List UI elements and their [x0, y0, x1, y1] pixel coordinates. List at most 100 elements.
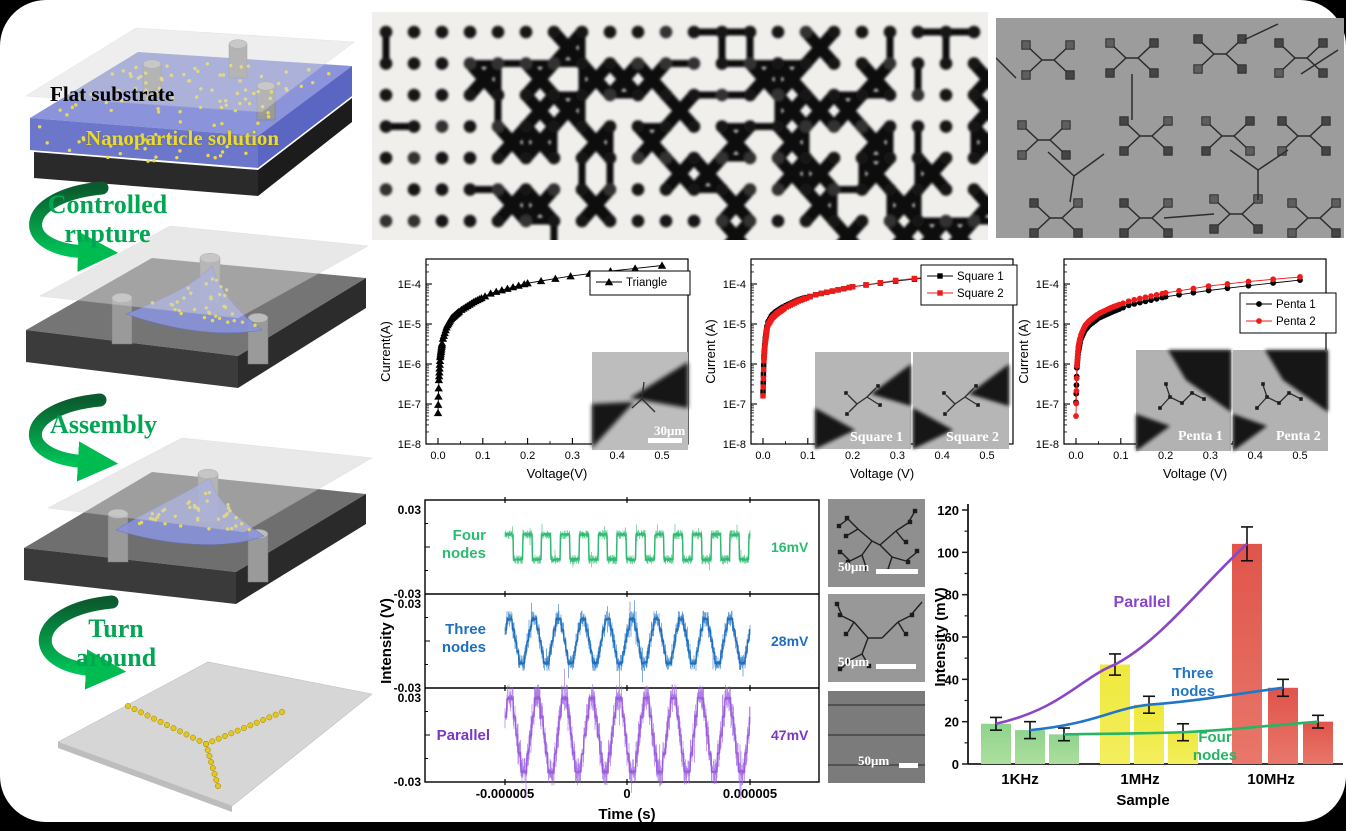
svg-text:Current(A): Current(A) [378, 321, 393, 382]
iv-plot-square: Square 1 Square 2 1E-4 1E-5 1E-6 1E-7 1E-8 0.… [703, 249, 1025, 492]
svg-text:120: 120 [937, 503, 959, 518]
svg-text:1E-4: 1E-4 [723, 279, 746, 291]
svg-text:nodes: nodes [442, 639, 486, 656]
svg-text:0.2: 0.2 [520, 450, 535, 462]
svg-text:60: 60 [945, 630, 959, 645]
svg-text:Intensity (mV): Intensity (mV) [935, 587, 949, 686]
svg-text:80: 80 [945, 588, 959, 603]
svg-text:Intensity (V): Intensity (V) [378, 598, 395, 684]
svg-text:1E-7: 1E-7 [398, 399, 421, 411]
svg-text:Parallel: Parallel [1114, 594, 1171, 611]
scale-label-30um: 30μm [654, 423, 686, 438]
chart-canvas [372, 12, 988, 240]
svg-text:0.03: 0.03 [398, 691, 422, 705]
svg-text:0.4: 0.4 [1248, 450, 1263, 462]
step1-line2: rupture [64, 219, 151, 248]
svg-text:Time (s): Time (s) [598, 806, 655, 823]
step-label-turn-around: Turn around [36, 614, 196, 672]
svg-text:0.1: 0.1 [1113, 450, 1128, 462]
chart-canvas: 1E-4 1E-5 1E-6 1E-7 1E-8 0.0 0.1 0.2 0.3 0.4 0.5 Vo… [703, 258, 1018, 481]
svg-text:Voltage(V): Voltage(V) [527, 466, 588, 481]
svg-text:0.1: 0.1 [800, 450, 815, 462]
svg-text:-0.03: -0.03 [394, 681, 422, 695]
svg-text:1E-4: 1E-4 [398, 279, 421, 291]
svg-text:Four: Four [1198, 729, 1231, 746]
svg-text:Sample: Sample [1116, 792, 1169, 809]
svg-text:Three: Three [1173, 665, 1214, 682]
svg-text:0: 0 [952, 757, 959, 772]
svg-text:Square 2: Square 2 [957, 288, 1004, 300]
svg-text:0.2: 0.2 [845, 450, 860, 462]
svg-text:Triangle: Triangle [626, 277, 667, 289]
svg-text:0.3: 0.3 [1203, 450, 1218, 462]
svg-text:1E-7: 1E-7 [723, 399, 746, 411]
svg-text:16mV: 16mV [771, 539, 809, 555]
svg-text:Penta 1: Penta 1 [1276, 299, 1316, 311]
svg-text:0.3: 0.3 [565, 450, 580, 462]
svg-text:Voltage (V): Voltage (V) [850, 466, 914, 481]
step-label-controlled-rupture: Controlled rupture [20, 190, 195, 248]
chart-canvas: 0 20 40 60 80 100 120 Intensity (mV) Parallel Thr… [932, 503, 1343, 809]
micrograph-parallel-lines: 50μm [828, 691, 925, 783]
svg-text:47mV: 47mV [771, 727, 809, 743]
svg-text:0.4: 0.4 [935, 450, 950, 462]
svg-text:nodes: nodes [442, 545, 486, 562]
svg-text:0.03: 0.03 [398, 503, 422, 517]
svg-text:Parallel: Parallel [437, 727, 490, 744]
step3-line1: Turn [88, 614, 144, 643]
scale-label: 50μm [858, 753, 890, 768]
micrograph-three-node-network: 50μm [828, 594, 925, 682]
percolation-micrograph [372, 12, 988, 240]
inset-label-penta1: Penta 1 [1178, 429, 1223, 444]
svg-text:1E-6: 1E-6 [1036, 359, 1059, 371]
svg-text:1E-8: 1E-8 [1036, 439, 1059, 451]
svg-text:1E-7: 1E-7 [1036, 399, 1059, 411]
svg-text:-0.000005: -0.000005 [476, 786, 535, 801]
svg-text:100: 100 [937, 545, 959, 560]
svg-text:0.03: 0.03 [398, 597, 422, 611]
chart-canvas [996, 18, 1344, 238]
svg-text:1E-5: 1E-5 [1036, 319, 1059, 331]
svg-text:Current (A): Current (A) [703, 319, 718, 383]
scale-bar [876, 569, 918, 574]
svg-text:-0.03: -0.03 [394, 587, 422, 601]
svg-text:1MHz: 1MHz [1120, 771, 1159, 788]
scale-bar [899, 763, 918, 768]
iv-plot-penta: Penta 1 Penta 2 1E-4 1E-5 1E-6 1E-7 1E-8 0.0 0… [1016, 249, 1346, 492]
svg-text:0.0: 0.0 [1068, 450, 1083, 462]
step-label-assembly: Assembly [16, 410, 191, 439]
oscilloscope-traces: -0.000005 0 0.000005 Time (s) Intensity (V) 0… [378, 492, 826, 831]
fabrication-schematic [24, 27, 373, 812]
scale-label: 50μm [838, 559, 870, 574]
svg-text:-0.03: -0.03 [394, 775, 422, 789]
micrograph-four-node-network: 50μm [828, 499, 925, 587]
svg-text:0.000005: 0.000005 [723, 786, 777, 801]
svg-text:nodes: nodes [1171, 683, 1215, 700]
flat-substrate-label: Flat substrate [50, 82, 175, 106]
svg-text:1KHz: 1KHz [1001, 771, 1039, 788]
inset-label-penta2: Penta 2 [1276, 429, 1321, 444]
svg-text:0.0: 0.0 [755, 450, 770, 462]
svg-text:Three: Three [445, 621, 486, 638]
svg-text:1E-5: 1E-5 [398, 319, 421, 331]
step1-line1: Controlled [47, 190, 168, 219]
svg-text:Penta 2: Penta 2 [1276, 316, 1316, 328]
step2-line1: Assembly [50, 410, 157, 439]
svg-text:0.5: 0.5 [1292, 450, 1307, 462]
svg-text:1E-5: 1E-5 [723, 319, 746, 331]
scale-label: 50μm [838, 654, 870, 669]
svg-text:Four: Four [453, 527, 486, 544]
svg-text:0.3: 0.3 [890, 450, 905, 462]
svg-text:20: 20 [945, 715, 959, 730]
svg-text:Square 1: Square 1 [957, 271, 1004, 283]
inset-label-square2: Square 2 [946, 430, 1000, 445]
chart-canvas: 1E-4 1E-5 1E-6 1E-7 1E-8 0.0 0.1 0.2 0.3 0.4 0.5 Vo… [378, 258, 691, 481]
svg-text:1E-8: 1E-8 [723, 439, 746, 451]
svg-text:0.2: 0.2 [1158, 450, 1173, 462]
chart-canvas [828, 691, 925, 783]
step3-line2: around [75, 643, 157, 672]
intensity-bar-chart: 0 20 40 60 80 100 120 Intensity (mV) Parallel Thr… [932, 492, 1346, 827]
svg-text:Current (A): Current (A) [1016, 319, 1031, 383]
